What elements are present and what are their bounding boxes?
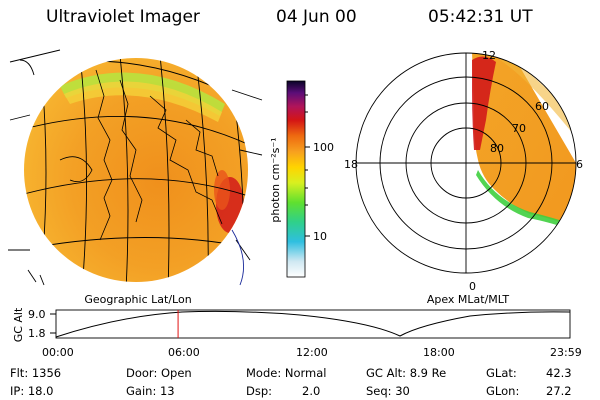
time-tick-1800: 18:00 bbox=[423, 346, 455, 359]
status-dsp-label: Dsp: bbox=[246, 384, 273, 398]
status-seq: Seq: 30 bbox=[366, 384, 410, 398]
time-tick-2359: 23:59 bbox=[550, 346, 582, 359]
auroral-emission-globe bbox=[24, 58, 248, 282]
altitude-axis-label: GC Alt bbox=[12, 307, 25, 342]
time-tick-0000: 00:00 bbox=[42, 346, 74, 359]
date-label: 04 Jun 00 bbox=[276, 7, 357, 27]
time-tick-0600: 06:00 bbox=[168, 346, 200, 359]
status-door: Door: Open bbox=[126, 366, 192, 380]
status-dsp-value: 2.0 bbox=[302, 384, 321, 398]
left-panel-caption: Geographic Lat/Lon bbox=[84, 293, 191, 306]
altitude-track bbox=[50, 309, 571, 339]
status-flight: Flt: 1356 bbox=[10, 366, 62, 380]
altitude-curve bbox=[55, 310, 571, 338]
colorbar-gradient bbox=[286, 80, 306, 278]
colorbar-tick-10: 10 bbox=[313, 230, 327, 243]
status-glon-value: 27.2 bbox=[546, 384, 572, 398]
polar-plot bbox=[355, 52, 577, 274]
mlat-label-60: 60 bbox=[535, 100, 549, 113]
instrument-title: Ultraviolet Imager bbox=[46, 7, 200, 27]
geographic-image bbox=[8, 49, 263, 286]
colorbar-tick-100: 100 bbox=[313, 141, 334, 154]
altitude-tick-max: 9.0 bbox=[28, 308, 46, 321]
mlt-label-6: 6 bbox=[576, 158, 583, 171]
time-label: 05:42:31 UT bbox=[428, 7, 533, 27]
polar-grid bbox=[355, 52, 577, 274]
mlt-label-12: 12 bbox=[482, 49, 496, 62]
colorbar-unit-label: photon cm⁻²s⁻¹ bbox=[269, 137, 282, 222]
mlt-label-0: 0 bbox=[469, 280, 476, 293]
status-gc-alt: GC Alt: 8.9 Re bbox=[366, 366, 447, 380]
mlat-label-80: 80 bbox=[490, 142, 504, 155]
color-scale-bar bbox=[286, 80, 310, 278]
status-glat-value: 42.3 bbox=[546, 366, 572, 380]
aurora-red-band bbox=[472, 56, 496, 150]
right-panel-caption: Apex MLat/MLT bbox=[427, 293, 510, 306]
altitude-tick-min: 1.8 bbox=[28, 327, 46, 340]
status-mode: Mode: Normal bbox=[246, 366, 327, 380]
status-glat-label: GLat: bbox=[486, 366, 517, 380]
status-gain: Gain: 13 bbox=[126, 384, 175, 398]
time-tick-1200: 12:00 bbox=[296, 346, 328, 359]
mlt-label-18: 18 bbox=[344, 158, 358, 171]
auroral-oval-emission bbox=[472, 53, 576, 230]
mlat-label-70: 70 bbox=[512, 122, 526, 135]
status-glon-label: GLon: bbox=[486, 384, 520, 398]
status-ip: IP: 18.0 bbox=[10, 384, 54, 398]
